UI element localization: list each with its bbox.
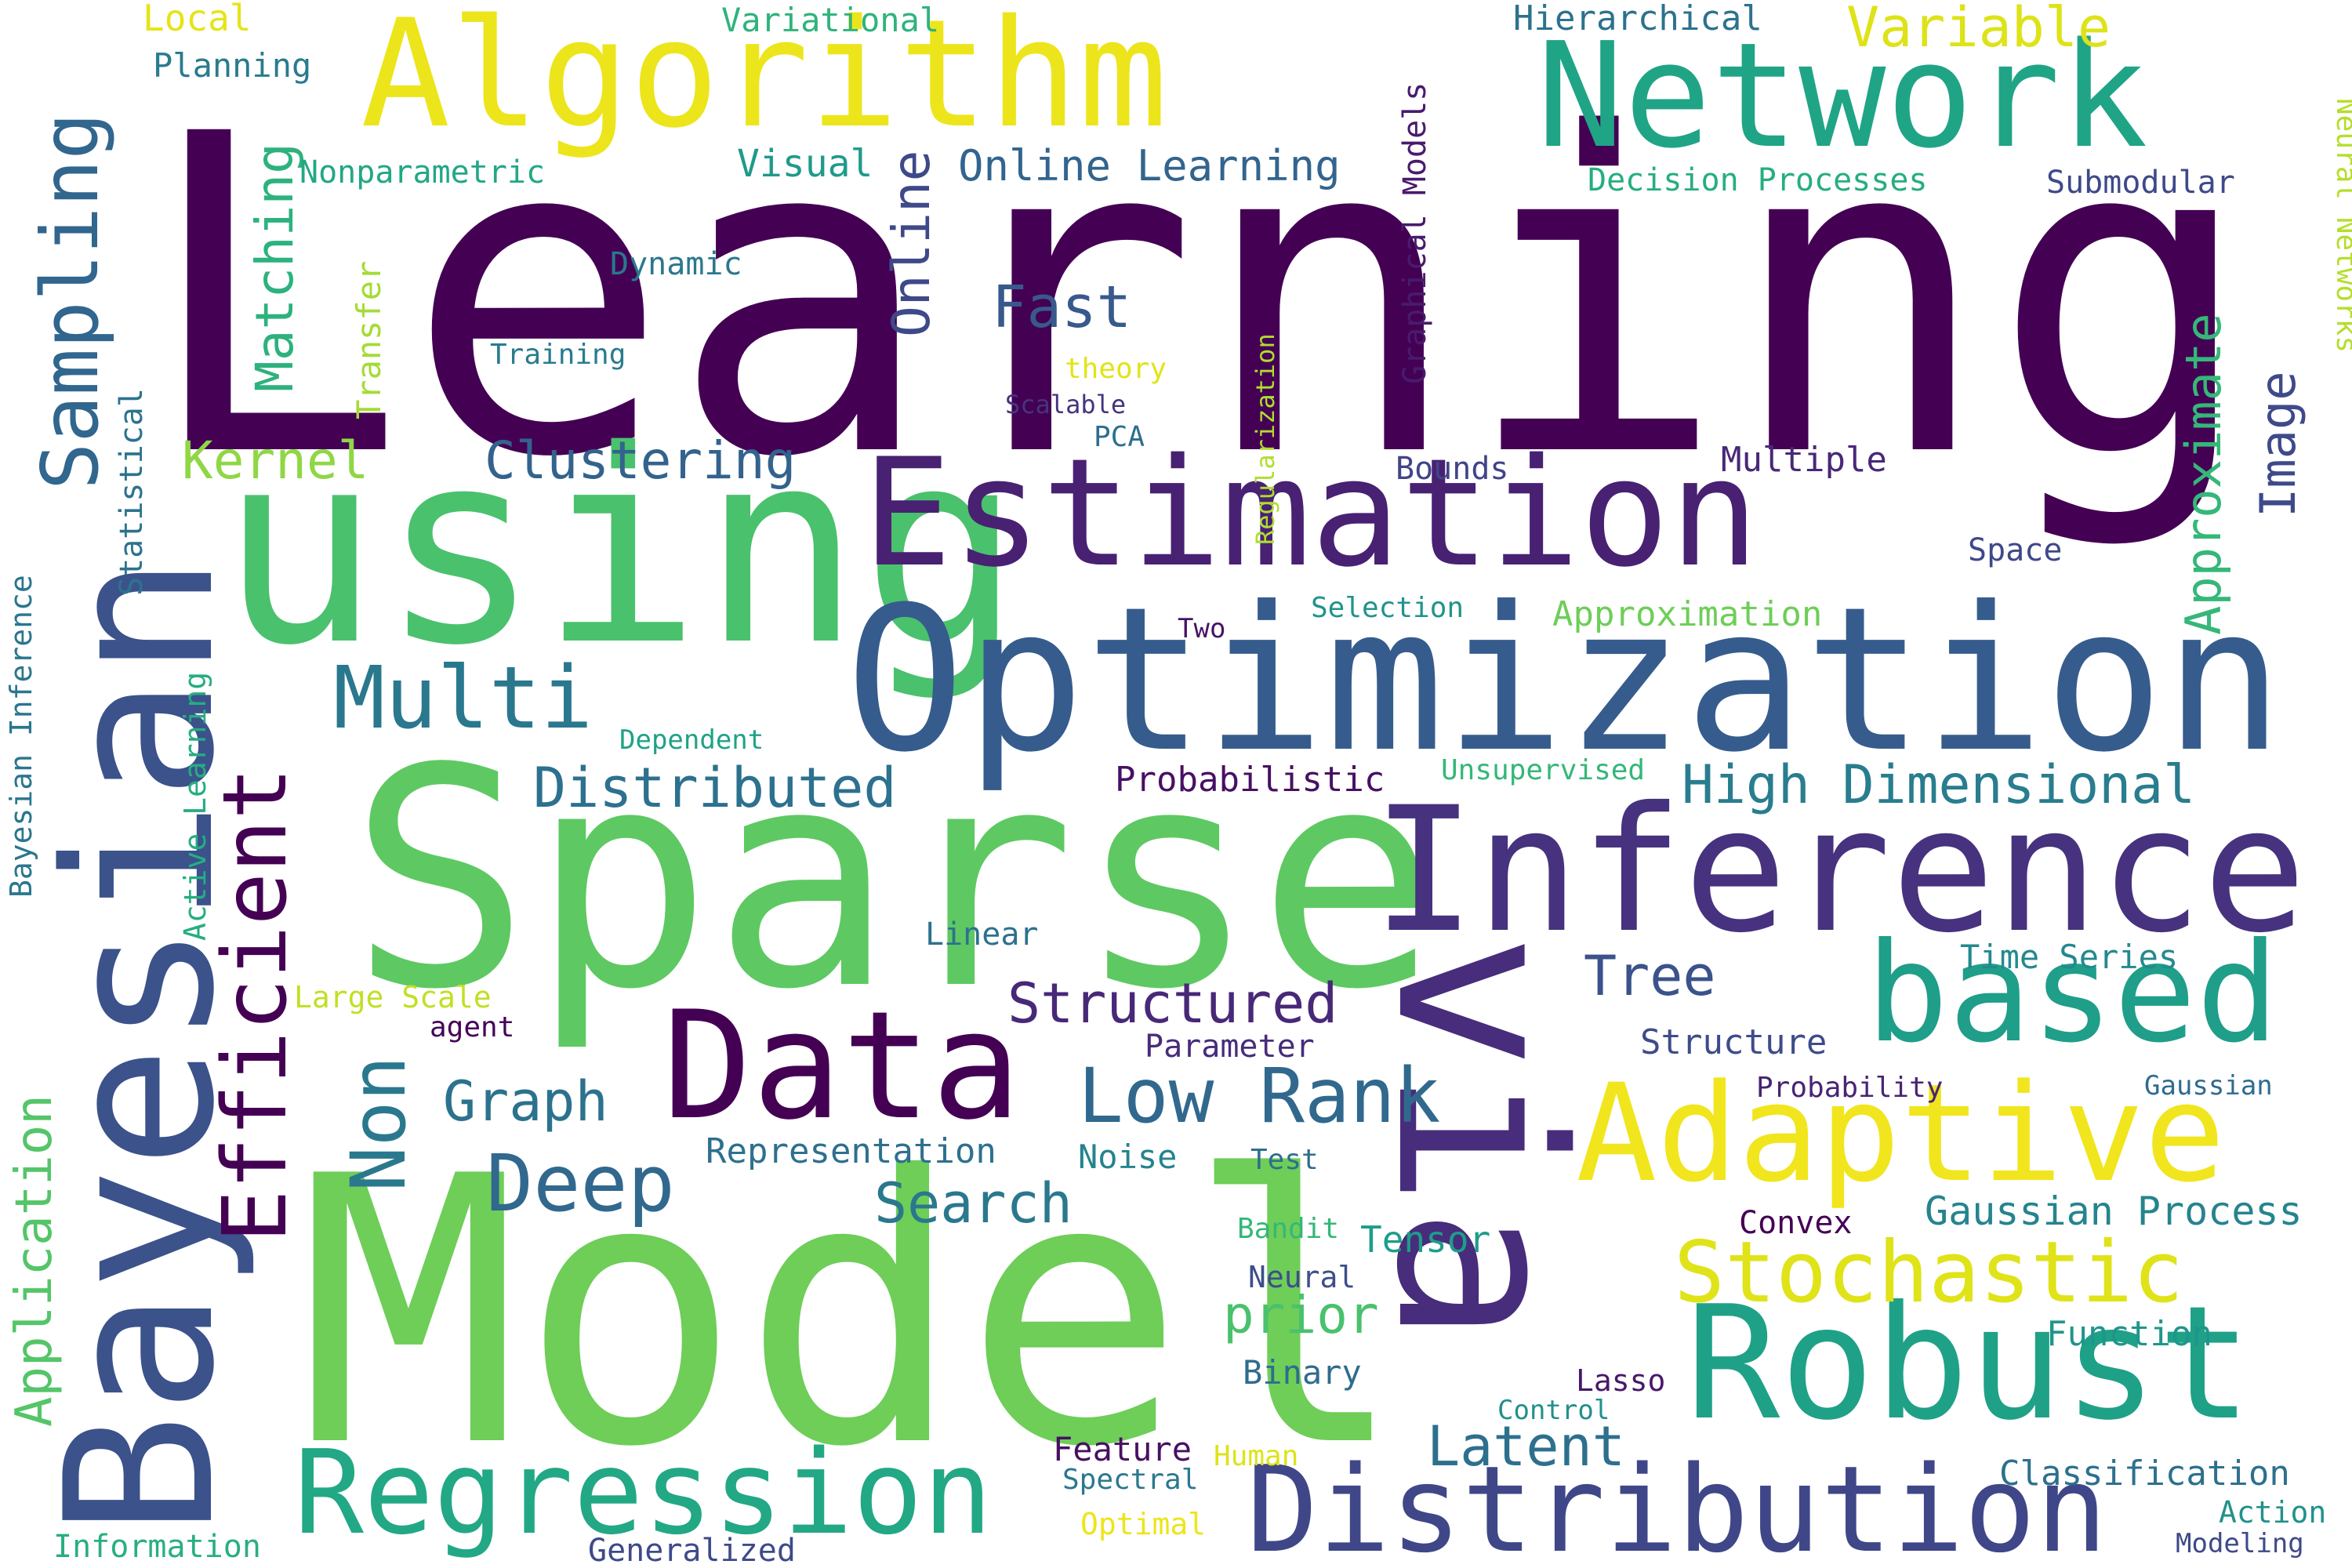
word: Training bbox=[490, 339, 626, 371]
word: based bbox=[1866, 914, 2279, 1073]
word: Spectral bbox=[1062, 1464, 1199, 1496]
word: Bayesian Inference bbox=[4, 575, 38, 898]
word: Probability bbox=[1756, 1072, 1944, 1104]
word: Dependent bbox=[619, 724, 764, 756]
word: Low Rank bbox=[1078, 1052, 1441, 1140]
word: Neural bbox=[1248, 1260, 1356, 1294]
word: Convex bbox=[1739, 1205, 1853, 1241]
word: Two bbox=[1178, 613, 1226, 644]
word: Network bbox=[1537, 11, 2148, 180]
word: Variational bbox=[721, 1, 940, 39]
word: Linear bbox=[925, 916, 1039, 953]
word: Kernel bbox=[182, 430, 369, 491]
word: Regression bbox=[294, 1425, 993, 1560]
word: Structured bbox=[1007, 971, 1338, 1036]
word: Search bbox=[874, 1171, 1073, 1236]
word: Distribution bbox=[1247, 1440, 2108, 1568]
word: Gaussian bbox=[2144, 1070, 2273, 1102]
word: Classification bbox=[1999, 1454, 2290, 1494]
word: Lasso bbox=[1576, 1363, 1666, 1398]
word: Statistical bbox=[114, 388, 150, 596]
word: Adaptive bbox=[1576, 1054, 2226, 1212]
word: Regularization bbox=[1250, 333, 1280, 545]
word: Clustering bbox=[485, 430, 797, 491]
word: Deep bbox=[486, 1138, 675, 1229]
word: agent bbox=[430, 1011, 515, 1044]
word: Application bbox=[5, 1094, 64, 1427]
word: Active Learning bbox=[178, 671, 212, 941]
word: Dynamic bbox=[610, 246, 742, 282]
word: Transfer bbox=[350, 260, 388, 419]
word: Visual bbox=[737, 142, 873, 186]
word: Hierarchical bbox=[1513, 0, 1762, 38]
word: Binary bbox=[1243, 1353, 1362, 1392]
word: PCA bbox=[1094, 421, 1145, 453]
word: Multi bbox=[333, 648, 593, 748]
word: Parameter bbox=[1145, 1029, 1315, 1065]
word: Online bbox=[881, 150, 942, 337]
word: Large Scale bbox=[294, 980, 492, 1014]
word: Tensor bbox=[1360, 1218, 1491, 1261]
word: Efficient bbox=[205, 767, 307, 1243]
word: Approximate bbox=[2175, 313, 2232, 635]
word: Estimation bbox=[862, 426, 1759, 600]
word: Gaussian Process bbox=[1925, 1189, 2303, 1234]
word: Planning bbox=[153, 46, 312, 85]
word: Noise bbox=[1078, 1138, 1178, 1176]
word: Structure bbox=[1640, 1022, 1828, 1062]
word: Information bbox=[53, 1529, 261, 1565]
word: Scalable bbox=[1005, 390, 1127, 419]
word: Variable bbox=[1846, 0, 2111, 60]
word: Submodular bbox=[2046, 165, 2235, 201]
word: Selection bbox=[1311, 592, 1465, 624]
word: Graphical Models bbox=[1397, 82, 1433, 384]
word: Inference bbox=[1372, 770, 2307, 971]
word: Learning bbox=[141, 42, 2256, 554]
word: Generalized bbox=[588, 1533, 796, 1568]
word: Distributed bbox=[533, 756, 897, 820]
word: Control bbox=[1497, 1395, 1610, 1426]
word: Data bbox=[662, 979, 1022, 1152]
word: Optimal bbox=[1080, 1507, 1207, 1541]
word: Unsupervised bbox=[1441, 754, 1646, 786]
word: Matching bbox=[245, 143, 305, 392]
word: prior bbox=[1223, 1285, 1379, 1345]
word: Time Series bbox=[1960, 938, 2179, 976]
word: Sparse bbox=[349, 704, 1439, 1055]
word: Graph bbox=[443, 1069, 608, 1134]
word: Robust bbox=[1686, 1272, 2252, 1455]
word: Modeling bbox=[2176, 1528, 2304, 1559]
word: Local bbox=[143, 0, 252, 39]
word: Latent bbox=[1427, 1414, 1625, 1479]
word: Human bbox=[1214, 1440, 1299, 1472]
word: Non bbox=[335, 1055, 423, 1192]
word: Bandit bbox=[1237, 1213, 1340, 1245]
word: Approximation bbox=[1552, 594, 1823, 634]
word: Tree bbox=[1584, 944, 1716, 1008]
word: Feature bbox=[1053, 1430, 1192, 1468]
word: using bbox=[220, 394, 1022, 704]
word: Image bbox=[2249, 371, 2307, 517]
word: theory bbox=[1065, 353, 1167, 385]
word: Bounds bbox=[1396, 451, 1509, 487]
word: Space bbox=[1968, 532, 2063, 568]
word: Algorithm bbox=[361, 0, 1168, 161]
word: Decision Processes bbox=[1588, 162, 1928, 198]
word: Representation bbox=[706, 1131, 996, 1171]
word: Function bbox=[2046, 1314, 2212, 1354]
word: Multiple bbox=[1721, 440, 1887, 480]
word: Optimization bbox=[845, 564, 2285, 796]
word: Model bbox=[298, 1098, 1407, 1527]
word: Neural Networks bbox=[2330, 98, 2352, 354]
word: Fast bbox=[992, 274, 1132, 341]
word: Test bbox=[1250, 1144, 1319, 1176]
word: Probabilistic bbox=[1115, 760, 1385, 800]
word: Online Learning bbox=[958, 141, 1341, 191]
word: Action bbox=[2219, 1495, 2327, 1530]
word: High Dimensional bbox=[1682, 754, 2196, 816]
word: Nonparametric bbox=[299, 154, 546, 191]
word: Sampling bbox=[24, 112, 116, 490]
word: Stochastic bbox=[1674, 1224, 2184, 1322]
